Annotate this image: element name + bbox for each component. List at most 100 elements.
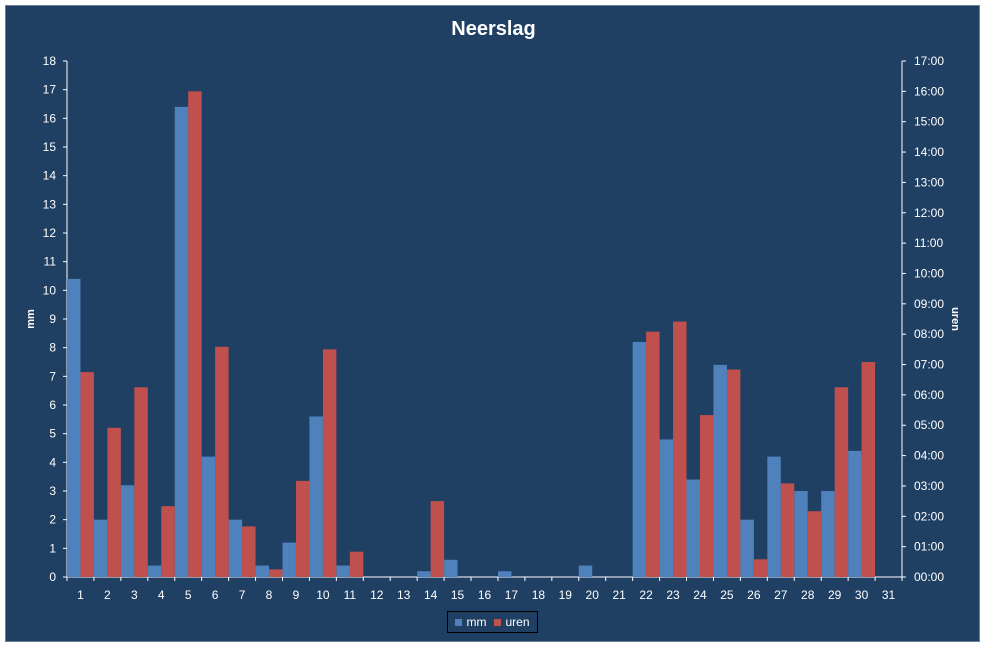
bar-uren (134, 387, 148, 577)
bar-mm (174, 106, 189, 577)
bar-mm (255, 565, 270, 577)
x-tick-label: 15 (451, 588, 465, 602)
y-tick-label: 10 (43, 283, 57, 297)
bar-uren (726, 369, 741, 577)
x-tick-label: 30 (855, 588, 869, 602)
bar-uren (430, 501, 445, 577)
bar-mm (686, 479, 700, 577)
legend-swatch-uren (494, 618, 502, 626)
y2-tick-label: 11:00 (914, 236, 943, 250)
legend-label-uren: uren (505, 615, 530, 629)
bar-mm (444, 559, 458, 577)
y-tick-label: 12 (43, 226, 57, 240)
bar-uren (646, 331, 660, 577)
bar-mm (767, 456, 781, 577)
bar-mm (497, 571, 512, 577)
y2-axis-title: uren (949, 307, 961, 331)
bar-uren (269, 569, 283, 577)
x-tick-label: 9 (293, 588, 300, 602)
x-tick-label: 31 (882, 588, 896, 602)
bar-uren (322, 349, 337, 577)
chart-legend: mm uren (447, 611, 538, 633)
x-tick-label: 17 (505, 588, 519, 602)
legend-item-uren: uren (494, 615, 530, 629)
bar-uren (188, 91, 202, 578)
x-tick-label: 28 (801, 588, 815, 602)
x-tick-label: 13 (397, 588, 411, 602)
y-tick-label: 5 (49, 427, 56, 441)
x-tick-label: 4 (158, 588, 165, 602)
bar-uren (215, 346, 229, 577)
bar-mm (632, 341, 647, 577)
bar-mm (794, 491, 808, 577)
x-tick-label: 27 (774, 588, 788, 602)
bar-uren (834, 387, 849, 577)
x-tick-label: 16 (478, 588, 492, 602)
bar-mm (309, 416, 323, 577)
bar-uren (161, 506, 175, 577)
y2-tick-label: 12:00 (914, 206, 944, 220)
y-tick-label: 4 (49, 455, 56, 469)
bar-mm (93, 519, 108, 577)
bar-mm (67, 278, 81, 577)
bar-mm (147, 565, 162, 577)
y-tick-label: 13 (43, 197, 57, 211)
chart-title: Neerslag (451, 18, 536, 40)
x-tick-label: 29 (828, 588, 842, 602)
bar-mm (848, 450, 862, 577)
y2-tick-label: 14:00 (914, 145, 944, 159)
bar-uren (753, 559, 768, 577)
bar-mm (417, 571, 431, 577)
bar-uren (673, 321, 687, 577)
x-tick-label: 24 (693, 588, 707, 602)
y-tick-label: 9 (49, 312, 56, 326)
y-tick-label: 11 (44, 255, 57, 269)
x-tick-label: 3 (131, 588, 138, 602)
y2-tick-label: 13:00 (914, 175, 944, 189)
y2-tick-label: 08:00 (914, 327, 944, 341)
y-tick-label: 8 (49, 341, 56, 355)
bar-uren (861, 362, 876, 577)
y-tick-label: 0 (49, 570, 56, 584)
x-tick-label: 26 (747, 588, 761, 602)
y-tick-label: 16 (43, 111, 57, 125)
y2-tick-label: 09:00 (914, 297, 944, 311)
y2-tick-label: 05:00 (914, 418, 944, 432)
bar-uren (242, 526, 256, 577)
x-tick-label: 8 (266, 588, 273, 602)
y-tick-label: 17 (43, 83, 57, 97)
y-tick-label: 15 (43, 140, 57, 154)
y2-tick-label: 02:00 (914, 509, 944, 523)
x-tick-label: 23 (666, 588, 680, 602)
x-tick-label: 25 (720, 588, 734, 602)
bar-mm (282, 542, 296, 577)
x-tick-label: 22 (639, 588, 653, 602)
bar-mm (201, 456, 216, 577)
x-tick-label: 19 (559, 588, 573, 602)
bar-mm (740, 519, 754, 577)
x-tick-label: 7 (239, 588, 246, 602)
bar-mm (713, 364, 727, 577)
y-tick-label: 3 (49, 484, 56, 498)
x-tick-label: 20 (586, 588, 600, 602)
y2-tick-label: 06:00 (914, 388, 944, 402)
bar-uren (699, 415, 714, 577)
x-tick-label: 18 (532, 588, 546, 602)
bar-mm (821, 491, 835, 577)
x-tick-label: 1 (77, 588, 84, 602)
y-tick-label: 14 (43, 169, 57, 183)
x-tick-label: 10 (316, 588, 330, 602)
x-tick-label: 2 (104, 588, 111, 602)
bar-mm (228, 519, 243, 577)
bar-uren (780, 483, 795, 577)
y2-tick-label: 16:00 (914, 84, 944, 98)
y2-tick-label: 15:00 (914, 115, 944, 129)
y2-tick-label: 04:00 (914, 449, 944, 463)
bar-uren (107, 427, 121, 577)
y-tick-label: 1 (49, 541, 56, 555)
legend-label-mm: mm (466, 615, 487, 629)
x-tick-label: 12 (370, 588, 384, 602)
bar-uren (295, 480, 310, 577)
y2-tick-label: 00:00 (914, 570, 944, 584)
